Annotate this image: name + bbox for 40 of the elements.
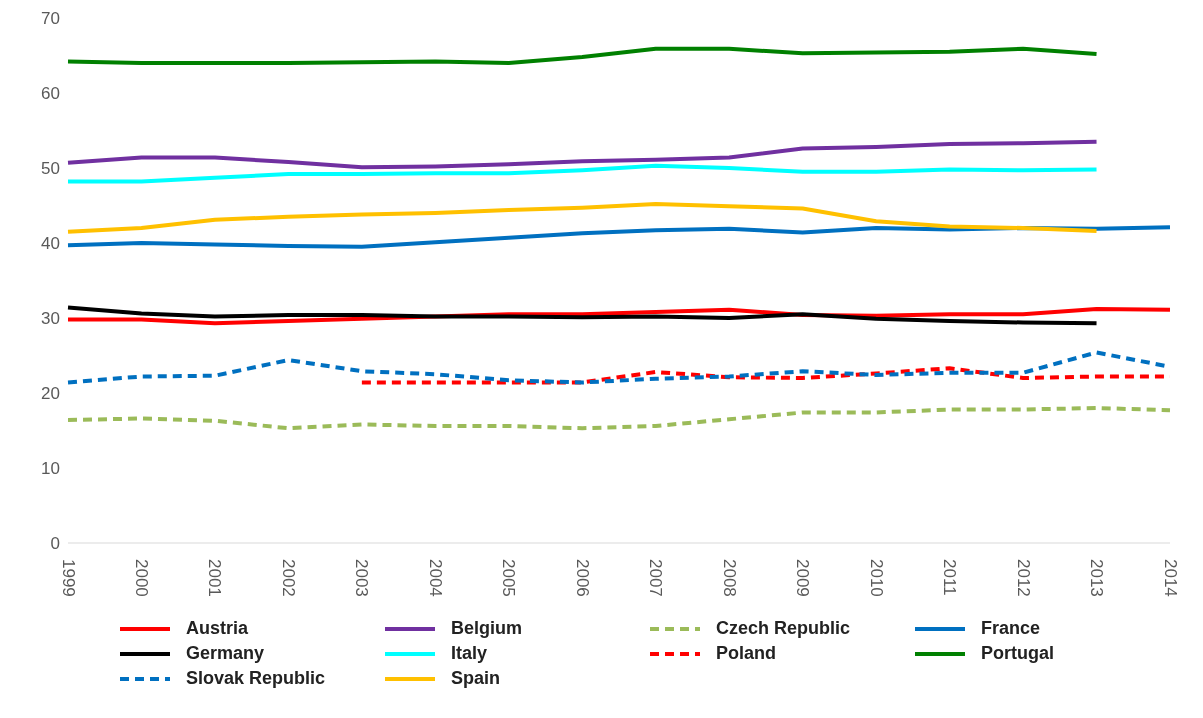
y-tick-label: 10: [41, 459, 60, 479]
line-series: [66, 202, 1099, 234]
x-tick-label: 2002: [278, 559, 298, 597]
x-tick-label: 1999: [58, 559, 78, 597]
x-tick-label: 2004: [425, 559, 445, 597]
x-tick-label: 2012: [1013, 559, 1033, 597]
line-series: [66, 225, 1172, 249]
line-series: [66, 406, 1172, 431]
y-tick-label: 30: [41, 309, 60, 329]
y-tick-label: 0: [50, 534, 60, 554]
x-tick-label: 2010: [866, 559, 886, 597]
legend-label: Czech Republic: [716, 618, 851, 639]
x-tick-label: 2008: [719, 559, 739, 597]
x-tick-label: 2007: [646, 559, 666, 597]
legend-label: Italy: [451, 643, 488, 664]
legend-label: France: [981, 618, 1041, 639]
line-series: [66, 139, 1099, 170]
x-tick-label: 2009: [793, 559, 813, 597]
legend-label: Austria: [186, 618, 249, 639]
legend-label: Belgium: [451, 618, 523, 639]
x-tick-label: 2014: [1160, 559, 1180, 597]
legend-label: Portugal: [981, 643, 1055, 664]
x-tick-label: 2001: [205, 559, 225, 597]
x-tick-label: 2003: [352, 559, 372, 597]
line-series: [66, 46, 1099, 65]
x-tick-label: 2006: [572, 559, 592, 597]
y-tick-label: 50: [41, 159, 60, 179]
x-tick-label: 2005: [499, 559, 519, 597]
y-tick-label: 70: [41, 9, 60, 29]
y-tick-label: 40: [41, 234, 60, 254]
line-series: [66, 163, 1099, 184]
legend-label: Poland: [716, 643, 777, 664]
x-tick-label: 2000: [131, 559, 151, 597]
x-tick-label: 2011: [940, 559, 960, 596]
legend-label: Slovak Republic: [186, 668, 326, 689]
legend-label: Spain: [451, 668, 501, 689]
y-tick-label: 20: [41, 384, 60, 404]
legend-label: Germany: [186, 643, 265, 664]
y-tick-label: 60: [41, 84, 60, 104]
x-tick-label: 2013: [1087, 559, 1107, 597]
